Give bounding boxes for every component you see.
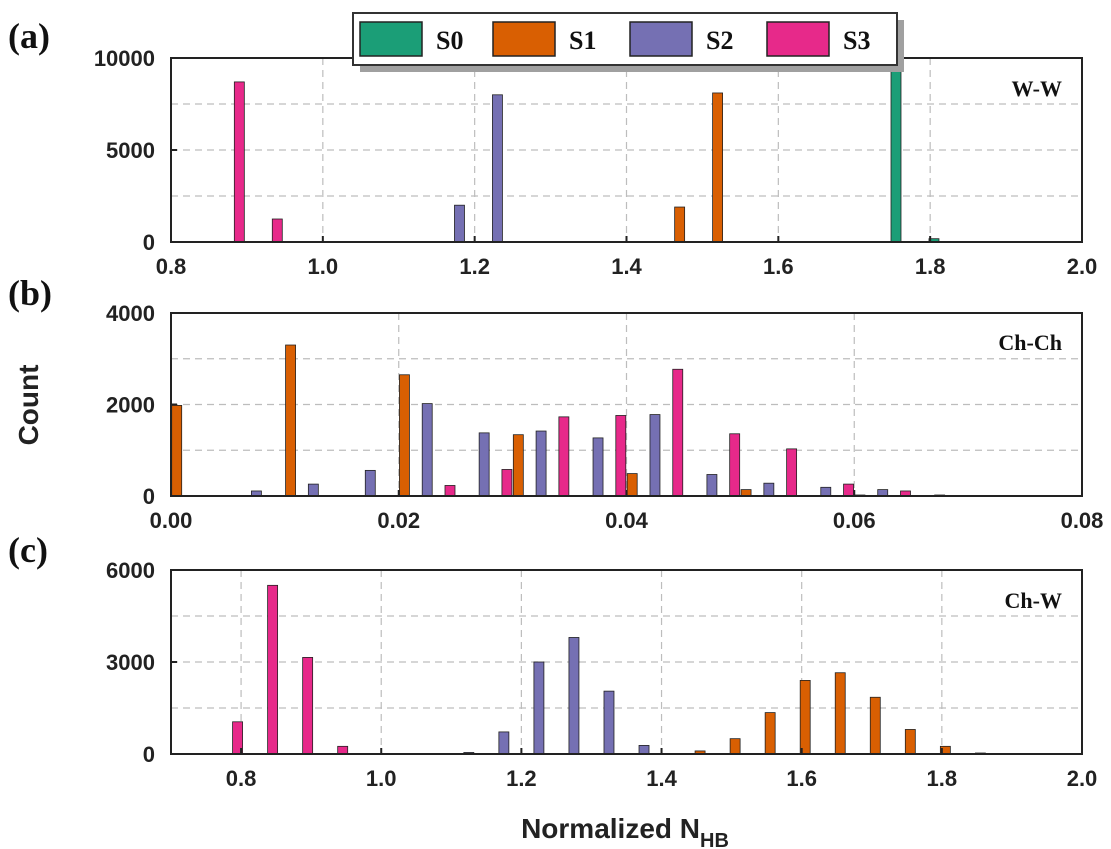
legend-label-s0: S0: [436, 26, 463, 55]
y-tick-label: 0: [143, 230, 155, 255]
bar-s2: [421, 403, 433, 497]
bar-s2: [533, 661, 545, 755]
bar-s3: [444, 485, 456, 497]
bar-s2: [820, 486, 832, 497]
x-axis-label-subscript: HB: [700, 830, 729, 849]
y-tick-label: 0: [143, 742, 155, 767]
x-tick-label: 0.08: [1061, 508, 1104, 533]
bar-s3: [501, 469, 513, 497]
bar-s2: [603, 690, 615, 755]
bar-s1: [712, 92, 723, 243]
x-tick-label: 0.00: [150, 508, 193, 533]
bar-s1: [729, 738, 741, 755]
panel-title: Ch-Ch: [998, 330, 1062, 355]
x-axis-label-main: Normalized N: [521, 813, 700, 844]
bar-s2: [649, 414, 661, 497]
panel-title: Ch-W: [1005, 588, 1062, 613]
x-tick-label: 1.0: [308, 254, 339, 279]
bar-s3: [729, 433, 741, 497]
bar-s2: [492, 94, 503, 243]
x-tick-label: 1.0: [366, 766, 397, 791]
panel-2: 0.8 1.0 1.2 1.4 1.6 1.8 2.0 0 3000 6000 (c) Ch-W: [8, 530, 1097, 791]
x-tick-label: 1.2: [506, 766, 537, 791]
y-tick-label: 2000: [106, 393, 155, 418]
bar-s3: [337, 745, 349, 755]
bar-s2: [592, 437, 604, 497]
bar-s3: [302, 657, 314, 755]
x-tick-label: 0.02: [377, 508, 420, 533]
bar-s0: [890, 57, 902, 243]
bar-s3: [233, 81, 245, 243]
x-tick-label: 1.6: [786, 766, 817, 791]
x-tick-label: 1.8: [927, 766, 958, 791]
legend-swatch-s2: [629, 21, 693, 57]
bar-s3: [615, 415, 627, 497]
legend: S0 S1 S2 S3: [352, 12, 904, 72]
x-tick-label: 1.8: [915, 254, 946, 279]
legend-swatch-s1: [492, 21, 556, 57]
bar-s3: [558, 416, 570, 497]
bar-s2: [638, 745, 650, 755]
x-tick-label: 1.4: [646, 766, 677, 791]
bar-s2: [706, 474, 718, 497]
x-tick-label: 2.0: [1067, 766, 1098, 791]
bar-s1: [799, 680, 811, 755]
y-tick-label: 6000: [106, 558, 155, 583]
y-tick-label: 3000: [106, 650, 155, 675]
bar-s1: [764, 712, 776, 755]
bar-s2: [535, 430, 547, 497]
bar-s1: [674, 206, 686, 243]
x-tick-label: 0.06: [833, 508, 876, 533]
panel-tag: (b): [8, 273, 52, 313]
x-tick-label: 2.0: [1067, 254, 1098, 279]
bar-s1: [285, 344, 296, 497]
y-tick-label: 5000: [106, 138, 155, 163]
bar-s1: [869, 696, 881, 755]
legend-label-s3: S3: [843, 26, 870, 55]
bar-s1: [512, 434, 524, 497]
bar-s2: [454, 204, 465, 243]
bar-s1: [626, 473, 638, 497]
bar-s1: [834, 672, 846, 755]
panel-title: W-W: [1011, 76, 1062, 101]
bar-s1: [904, 729, 916, 755]
panel-tag: (a): [8, 16, 50, 56]
y-tick-label: 10000: [94, 46, 155, 71]
bar-s1: [399, 374, 410, 497]
bar-s3: [786, 448, 798, 497]
x-tick-label: 1.6: [763, 254, 794, 279]
bar-s2: [498, 731, 510, 755]
x-tick-label: 1.4: [611, 254, 642, 279]
bar-s2: [478, 432, 490, 497]
bar-s3: [271, 218, 283, 243]
panel-tag: (c): [8, 530, 48, 570]
panel-1: 0.00 0.02 0.04 0.06 0.08 0 2000 4000 (b) Ch-Ch: [8, 273, 1103, 533]
y-tick-label: 0: [143, 484, 155, 509]
x-tick-label: 0.8: [226, 766, 257, 791]
panel-0: 0.8 1.0 1.2 1.4 1.6 1.8 2.0 0 5000 10000 (a) W-W: [8, 16, 1097, 279]
bar-s2: [568, 637, 580, 755]
bar-s1: [171, 405, 183, 497]
x-tick-label: 0.8: [156, 254, 187, 279]
bar-s2: [763, 482, 775, 497]
bar-s2: [307, 483, 319, 497]
bar-s3: [843, 483, 854, 497]
y-axis-label: Count: [13, 365, 44, 446]
legend-label-s2: S2: [706, 26, 733, 55]
bar-s3: [672, 368, 684, 497]
legend-swatch-s3: [766, 21, 830, 57]
bar-s3: [267, 584, 279, 755]
bar-s2: [364, 469, 376, 497]
x-tick-label: 1.2: [459, 254, 490, 279]
legend-swatch-s0: [359, 21, 423, 57]
y-tick-label: 4000: [106, 301, 155, 326]
x-tick-label: 0.04: [605, 508, 649, 533]
legend-label-s1: S1: [569, 26, 596, 55]
x-axis-label: Normalized NHB: [521, 813, 729, 849]
